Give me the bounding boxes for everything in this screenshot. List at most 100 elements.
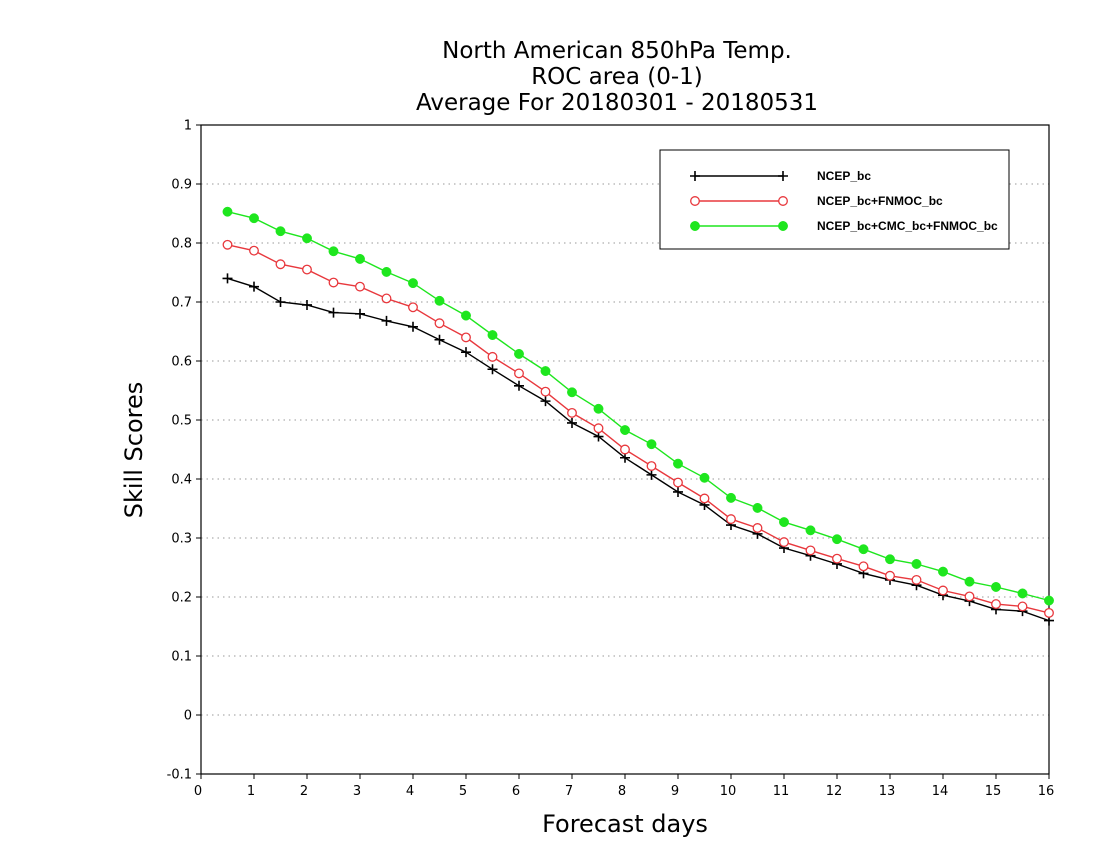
series-point bbox=[991, 599, 1001, 610]
series-point bbox=[328, 307, 339, 318]
series-point bbox=[355, 253, 365, 264]
series-layer bbox=[222, 206, 1054, 626]
series-point bbox=[567, 417, 577, 428]
series-point bbox=[858, 544, 869, 555]
series-point bbox=[275, 259, 286, 270]
legend-marker bbox=[690, 196, 700, 206]
series-point bbox=[328, 277, 339, 288]
series-point bbox=[434, 334, 445, 345]
series-point bbox=[699, 493, 710, 504]
series-point bbox=[646, 461, 657, 471]
series-point bbox=[832, 534, 842, 545]
series-point bbox=[540, 366, 551, 376]
y-grid-lines bbox=[201, 183, 1049, 716]
series-point bbox=[222, 273, 233, 284]
x-axis-ticks: 0 1 2 3 4 5 6 7 8 9 10 11 12 13 14 15 16 bbox=[194, 774, 1054, 799]
legend-marker bbox=[778, 221, 788, 231]
series-point bbox=[1044, 595, 1054, 606]
x-tick-label: 3 bbox=[353, 784, 361, 799]
y-tick-label: 1 bbox=[184, 119, 192, 134]
series-point bbox=[514, 380, 524, 391]
series-point bbox=[805, 525, 816, 536]
series-point bbox=[487, 364, 498, 375]
legend-label: NCEP_bc bbox=[817, 169, 871, 183]
y-tick-label: 0.3 bbox=[171, 532, 192, 547]
series-1 bbox=[222, 273, 1054, 626]
series-point bbox=[673, 486, 683, 497]
series-point bbox=[381, 315, 392, 326]
legend-marker bbox=[690, 171, 700, 181]
series-point bbox=[461, 310, 471, 321]
series-point bbox=[275, 297, 286, 307]
legend-label: NCEP_bc+CMC_bc+FNMOC_bc bbox=[817, 219, 998, 233]
series-point bbox=[1044, 607, 1054, 618]
y-tick-label: 0.6 bbox=[171, 355, 192, 370]
series-point bbox=[699, 472, 710, 483]
x-tick-label: 4 bbox=[406, 784, 414, 799]
legend-entry: NCEP_bc bbox=[690, 169, 871, 183]
chart-title-line-1: North American 850hPa Temp. bbox=[442, 38, 792, 64]
chart-title-line-3: Average For 20180301 - 20180531 bbox=[416, 90, 818, 116]
series-point bbox=[911, 574, 922, 585]
x-tick-label: 7 bbox=[565, 784, 573, 799]
series-point bbox=[381, 266, 392, 277]
series-point bbox=[752, 523, 763, 533]
series-point bbox=[1017, 588, 1028, 599]
x-tick-label: 6 bbox=[512, 784, 520, 799]
series-point bbox=[858, 561, 869, 572]
series-point bbox=[567, 407, 577, 418]
series-point bbox=[302, 264, 312, 275]
plot-area-frame bbox=[200, 124, 1050, 775]
x-tick-label: 16 bbox=[1038, 784, 1055, 799]
series-point bbox=[222, 206, 233, 217]
series-point bbox=[1017, 601, 1028, 612]
series-point bbox=[461, 347, 471, 358]
series-point bbox=[726, 514, 736, 525]
legend-entry: NCEP_bc+CMC_bc+FNMOC_bc bbox=[690, 219, 998, 233]
y-tick-label: 0.7 bbox=[171, 296, 192, 311]
series-point bbox=[514, 348, 524, 359]
series-point bbox=[938, 585, 948, 596]
y-axis-label: Skill Scores bbox=[120, 382, 148, 519]
y-tick-label: -0.1 bbox=[167, 768, 192, 783]
y-tick-label: 0 bbox=[184, 709, 192, 724]
series-point bbox=[328, 246, 339, 257]
series-point bbox=[832, 553, 842, 564]
legend-entries: NCEP_bc NCEP_bc+FNMOC_bc NCEP_bc+CMC_bc+FN… bbox=[690, 169, 998, 233]
series-point bbox=[302, 233, 312, 244]
series-point bbox=[540, 396, 551, 407]
series-point bbox=[567, 387, 577, 398]
series-point bbox=[275, 226, 286, 237]
series-point bbox=[646, 439, 657, 450]
x-tick-label: 11 bbox=[773, 784, 790, 799]
series-point bbox=[726, 492, 736, 503]
x-tick-label: 1 bbox=[247, 784, 255, 799]
series-point bbox=[249, 213, 259, 224]
series-point bbox=[673, 458, 683, 469]
series-point bbox=[514, 368, 524, 379]
legend-box bbox=[659, 149, 1010, 250]
series-point bbox=[885, 570, 895, 581]
series-point bbox=[646, 469, 657, 480]
legend-marker bbox=[778, 196, 788, 206]
x-tick-label: 12 bbox=[826, 784, 843, 799]
series-point bbox=[938, 566, 948, 577]
series-point bbox=[885, 554, 895, 565]
y-tick-label: 0.5 bbox=[171, 414, 192, 429]
series-point bbox=[381, 293, 392, 304]
series-point bbox=[779, 517, 789, 528]
legend-marker bbox=[778, 171, 788, 181]
series-line bbox=[227, 244, 1050, 614]
series-point bbox=[779, 537, 789, 548]
legend: NCEP_bc NCEP_bc+FNMOC_bc NCEP_bc+CMC_bc+FN… bbox=[659, 149, 1010, 250]
y-tick-label: 0.4 bbox=[171, 473, 192, 488]
series-point bbox=[487, 330, 498, 340]
y-axis-ticks: -0.1 0 0.1 0.2 0.3 0.4 0.5 0.6 0.7 0.8 0.9 1 bbox=[167, 119, 201, 783]
series-point bbox=[434, 295, 445, 306]
series-point bbox=[302, 299, 312, 310]
series-line bbox=[227, 211, 1050, 602]
series-point bbox=[991, 582, 1001, 592]
series-point bbox=[540, 386, 551, 397]
series-point bbox=[249, 245, 259, 256]
series-point bbox=[911, 559, 922, 569]
